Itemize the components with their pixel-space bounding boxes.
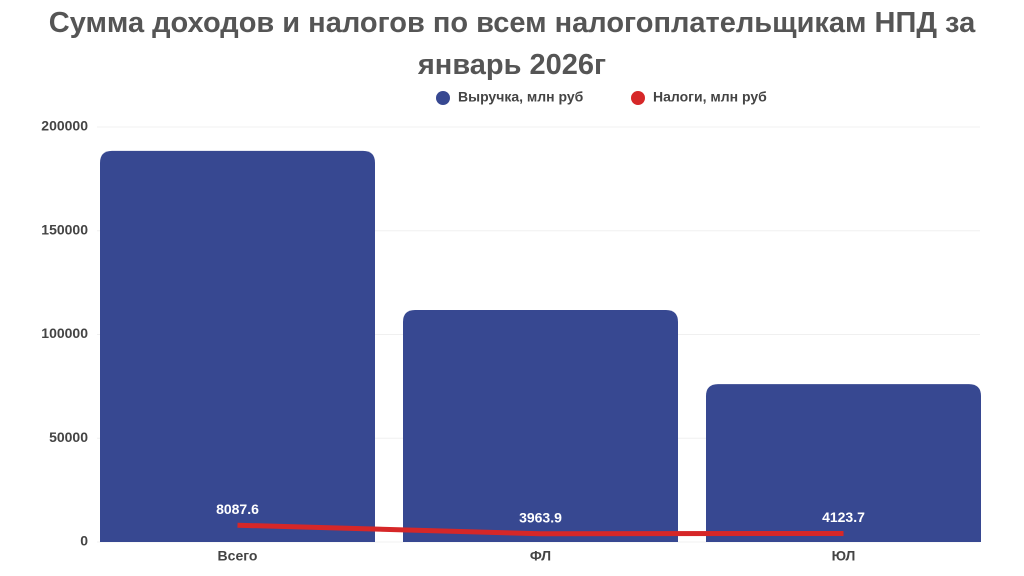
legend-marker	[631, 91, 645, 105]
data-label: 8087.6	[216, 501, 259, 517]
y-tick-label: 50000	[49, 429, 88, 445]
bar	[403, 310, 678, 542]
y-tick-label: 0	[80, 533, 88, 549]
y-tick-label: 100000	[41, 325, 88, 341]
chart-title: Сумма доходов и налогов по всем налогопл…	[48, 7, 976, 81]
data-label: 4123.7	[822, 509, 865, 525]
bar	[100, 150, 375, 543]
legend-marker	[436, 91, 450, 105]
bar	[706, 384, 981, 542]
line	[237, 522, 844, 537]
legend-label: Выручка, млн руб	[458, 89, 584, 105]
y-tick-label: 150000	[41, 221, 88, 237]
x-tick-label: Всего	[218, 548, 258, 564]
x-tick-label: ФЛ	[530, 548, 551, 564]
x-tick-label: ЮЛ	[832, 548, 856, 564]
data-label: 3963.9	[519, 509, 562, 525]
legend-label: Налоги, млн руб	[653, 89, 767, 105]
y-tick-label: 200000	[41, 118, 88, 134]
